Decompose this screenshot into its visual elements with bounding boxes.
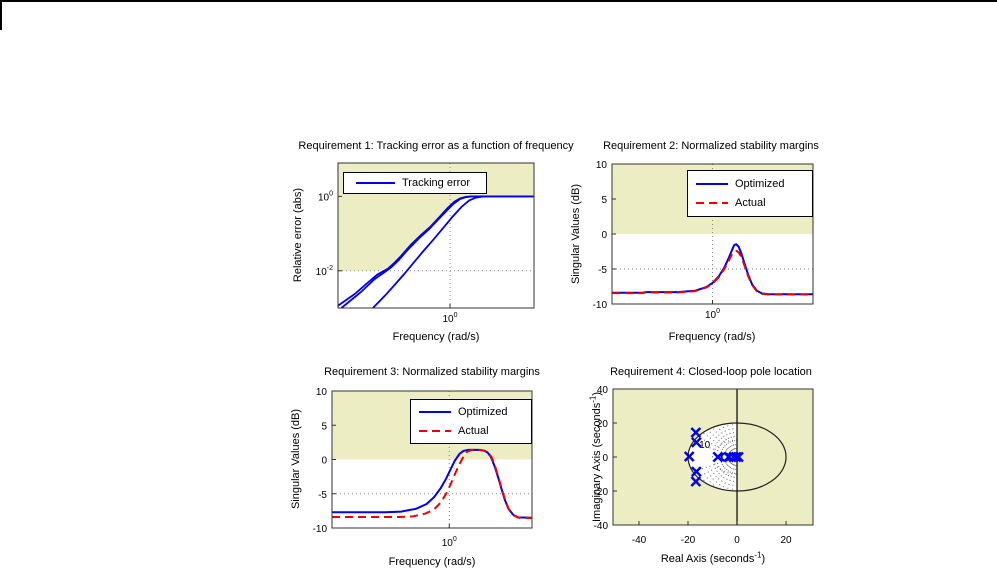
legend-entry-optimized: Optimized xyxy=(411,406,531,418)
legend-label: Optimized xyxy=(458,406,508,419)
svg-text:10-2: 10-2 xyxy=(316,265,333,278)
svg-text:20: 20 xyxy=(780,535,792,546)
legend-entry-actual: Actual xyxy=(411,425,531,437)
svg-text:20: 20 xyxy=(597,419,609,430)
plot2-legend: Optimized Actual xyxy=(687,170,813,217)
plot3-legend: Optimized Actual xyxy=(410,399,532,444)
svg-text:40: 40 xyxy=(597,385,609,396)
plot1-ylabel: Relative error (abs) xyxy=(292,187,304,283)
legend-label: Actual xyxy=(735,197,766,209)
svg-text:100: 100 xyxy=(705,308,720,321)
plot1-xlabel: Frequency (rad/s) xyxy=(392,331,480,343)
plot4-ylabel: Imaginary Axis (seconds-1) xyxy=(588,391,603,523)
legend-entry-tracking-error: Tracking error xyxy=(344,177,486,189)
svg-text:0: 0 xyxy=(602,453,608,464)
plot3-ylabel: Singular Values (dB) xyxy=(290,408,302,510)
svg-text:-40: -40 xyxy=(594,521,609,532)
legend-line-sample-red-dashed xyxy=(696,202,728,204)
plot3-xlabel: Frequency (rad/s) xyxy=(388,556,476,568)
svg-text:0: 0 xyxy=(601,230,607,241)
svg-text:5: 5 xyxy=(601,195,607,206)
plot2-xlabel: Frequency (rad/s) xyxy=(668,331,756,343)
legend-entry-optimized: Optimized xyxy=(688,178,812,190)
svg-text:-40: -40 xyxy=(632,535,647,546)
plot4-xlabel: Real Axis (seconds-1) xyxy=(660,550,766,565)
superscript: -1 xyxy=(588,395,598,403)
legend-line-sample-red-dashed xyxy=(419,429,451,432)
plot1-title: Requirement 1: Tracking error as a funct… xyxy=(298,140,574,152)
plot4-title: Requirement 4: Closed-loop pole location xyxy=(610,366,812,378)
legend-label: Optimized xyxy=(735,178,785,190)
svg-text:-10: -10 xyxy=(593,300,608,311)
svg-text:-10: -10 xyxy=(313,524,328,535)
svg-text:100: 100 xyxy=(318,190,333,203)
window-border-top xyxy=(0,0,997,2)
legend-label: Tracking error xyxy=(402,177,471,189)
svg-text:100: 100 xyxy=(442,312,457,325)
legend-entry-actual: Actual xyxy=(688,197,812,209)
superscript: -1 xyxy=(754,550,762,560)
plot-4-graphics: 10 -40 -20 0 20 40 20 0 -20 -40 xyxy=(594,385,814,546)
legend-line-sample-blue xyxy=(356,182,395,184)
svg-text:0: 0 xyxy=(734,535,740,546)
svg-text:-5: -5 xyxy=(598,265,607,276)
svg-text:10: 10 xyxy=(699,440,711,451)
plot1-legend: Tracking error xyxy=(343,172,487,194)
legend-line-sample-blue xyxy=(696,183,728,185)
legend-label: Actual xyxy=(458,424,489,437)
legend-line-sample-blue xyxy=(419,411,451,414)
svg-text:-20: -20 xyxy=(594,487,609,498)
svg-text:-20: -20 xyxy=(681,535,696,546)
plot3-title: Requirement 3: Normalized stability marg… xyxy=(324,366,540,378)
window-border-left xyxy=(0,0,2,30)
svg-text:5: 5 xyxy=(321,421,327,432)
plot2-title: Requirement 2: Normalized stability marg… xyxy=(603,140,819,152)
svg-text:0: 0 xyxy=(321,456,327,467)
svg-text:10: 10 xyxy=(316,387,328,398)
plot2-ylabel: Singular Values (dB) xyxy=(570,183,582,285)
svg-text:100: 100 xyxy=(442,536,457,549)
svg-text:-5: -5 xyxy=(318,490,327,501)
svg-text:10: 10 xyxy=(596,160,608,171)
